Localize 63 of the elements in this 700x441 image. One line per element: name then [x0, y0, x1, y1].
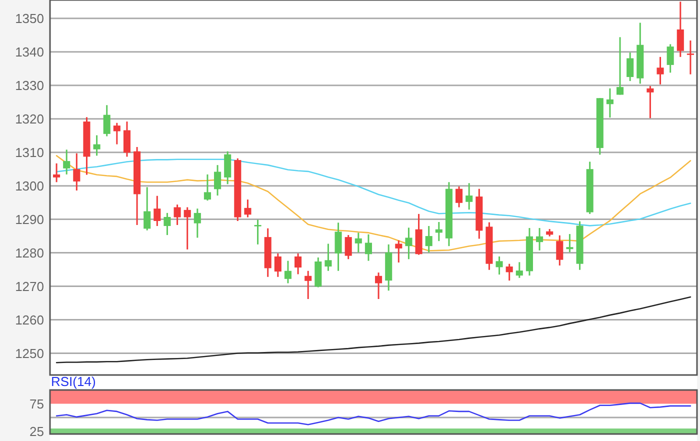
- candlestick: [244, 198, 252, 218]
- y-tick-label: 1320: [15, 111, 44, 126]
- candlestick: [224, 150, 232, 185]
- candlestick: [496, 256, 503, 276]
- candlestick: [184, 206, 191, 250]
- line-series: [56, 296, 692, 364]
- candlestick: [123, 120, 130, 158]
- y-tick-label: 75: [30, 396, 44, 412]
- y-tick-label: 1310: [15, 144, 44, 160]
- candlestick: [103, 104, 110, 138]
- candlestick: [274, 252, 282, 278]
- y-tick-label: 1290: [15, 212, 44, 227]
- y-tick-label: 1270: [15, 278, 44, 294]
- line-series: [56, 402, 692, 426]
- candlestick: [566, 233, 574, 253]
- candlestick: [154, 195, 161, 227]
- candlestick: [63, 148, 70, 176]
- y-tick-label: 1330: [15, 78, 44, 93]
- candlestick: [164, 212, 171, 236]
- candlestick: [254, 218, 262, 246]
- candlestick: [284, 260, 292, 284]
- candlestick: [324, 243, 332, 272]
- candlestick: [364, 234, 372, 262]
- y-tick-label: 25: [30, 424, 44, 439]
- candlestick: [606, 88, 614, 118]
- candlestick: [204, 174, 211, 202]
- candlestick: [666, 43, 674, 74]
- candlestick: [616, 36, 624, 96]
- candlestick: [656, 56, 664, 86]
- candlestick: [506, 263, 513, 282]
- candlestick: [686, 40, 694, 76]
- y-tick-label: 1250: [15, 346, 44, 361]
- y-tick-label: 1340: [15, 44, 44, 60]
- y-tick-label: 1300: [15, 178, 44, 194]
- y-tick-label: 1260: [15, 312, 44, 328]
- candlestick: [395, 240, 402, 264]
- candlestick: [556, 234, 564, 266]
- y-tick-label: 1350: [15, 10, 44, 26]
- candlestick: [113, 122, 120, 146]
- candlestick: [646, 85, 654, 119]
- candlestick: [304, 270, 312, 300]
- candlestick: [334, 222, 342, 272]
- candlestick: [516, 261, 523, 279]
- y-tick-label: 1280: [15, 245, 44, 260]
- candlestick: [194, 208, 201, 238]
- candlestick: [466, 182, 473, 210]
- chart-title: RSI(14): [51, 374, 96, 389]
- candlestick: [73, 152, 80, 192]
- candlestick: [93, 134, 100, 156]
- candlestick: [354, 232, 362, 254]
- candlestick: [174, 204, 181, 226]
- candlestick: [375, 272, 382, 300]
- candlestick: [425, 225, 432, 254]
- candlestick: [53, 162, 60, 183]
- candlestick: [344, 234, 352, 260]
- candlestick: [456, 186, 463, 208]
- candlestick: [214, 164, 222, 196]
- candlestick: [676, 0, 684, 58]
- candlestick: [536, 227, 544, 252]
- candlestick: [405, 226, 412, 260]
- candlestick: [626, 52, 634, 82]
- candlestick: [144, 186, 151, 232]
- candlestick: [294, 252, 302, 275]
